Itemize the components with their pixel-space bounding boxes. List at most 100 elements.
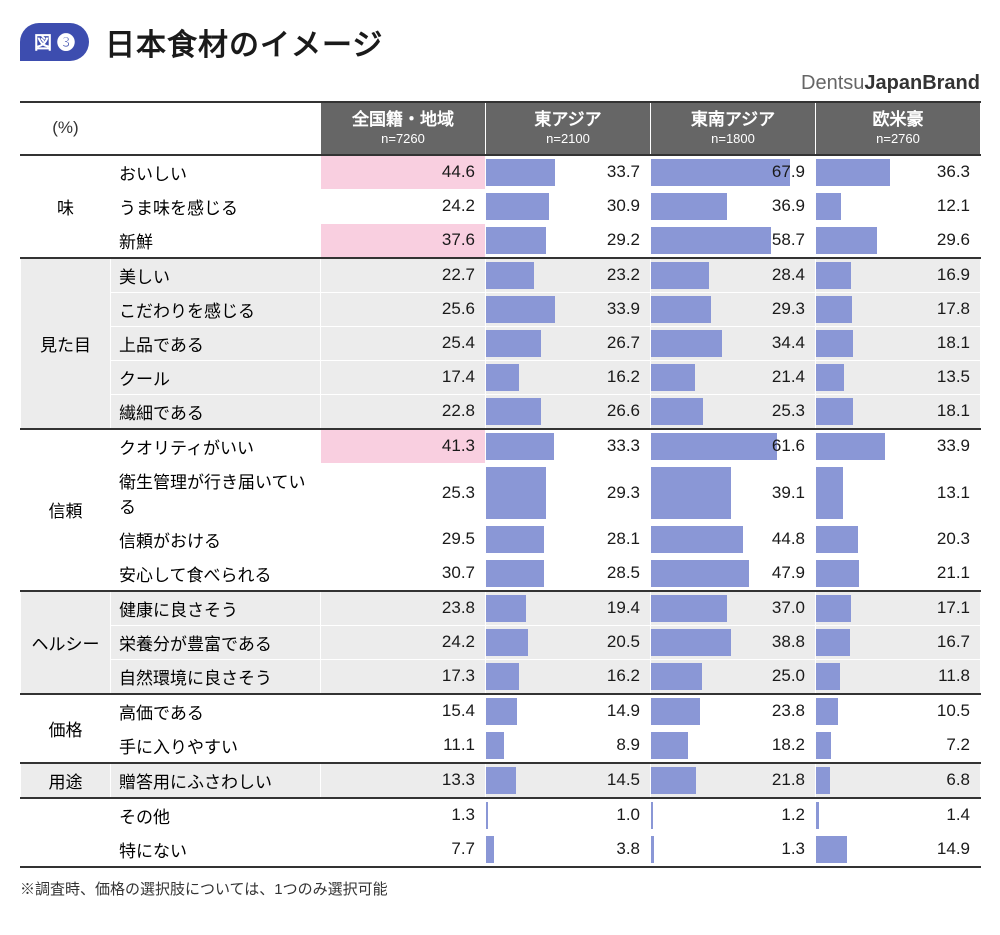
bar [486,698,517,725]
value-cell: 1.3 [321,798,486,833]
value-cell: 29.2 [486,223,651,258]
item-cell: クール [111,360,321,394]
value-text: 30.9 [607,196,640,216]
value-cell: 7.2 [816,728,981,763]
value-cell: 13.3 [321,763,486,798]
table-row: ヘルシー健康に良さそう23.819.437.017.1 [21,591,981,626]
region-header-se-asia: 東南アジア n=1800 [651,102,816,155]
value-cell: 39.1 [651,463,816,522]
value-text: 25.6 [442,299,475,319]
item-cell: 栄養分が豊富である [111,625,321,659]
category-cell: 信頼 [21,429,111,591]
bar [651,262,709,289]
value-cell: 1.4 [816,798,981,833]
item-cell: うま味を感じる [111,189,321,223]
value-cell: 16.9 [816,258,981,293]
value-text: 25.3 [772,401,805,421]
bar [486,836,494,863]
value-cell: 33.9 [486,292,651,326]
value-cell: 29.5 [321,522,486,556]
bar [816,560,859,587]
value-text: 67.9 [772,162,805,182]
item-cell: おいしい [111,155,321,190]
value-cell: 18.1 [816,326,981,360]
bar [486,732,504,759]
value-cell: 21.1 [816,556,981,591]
value-text: 1.4 [946,805,970,825]
value-cell: 10.5 [816,694,981,729]
bar [816,467,843,519]
bar [486,159,555,186]
value-text: 25.3 [442,483,475,503]
bar [651,836,654,863]
value-text: 3.8 [616,839,640,859]
value-text: 44.8 [772,529,805,549]
value-text: 29.5 [442,529,475,549]
value-cell: 16.2 [486,659,651,694]
value-text: 17.8 [937,299,970,319]
value-cell: 36.9 [651,189,816,223]
value-cell: 25.0 [651,659,816,694]
value-cell: 25.3 [651,394,816,429]
bar [816,330,853,357]
value-text: 21.1 [937,563,970,583]
value-text: 36.9 [772,196,805,216]
table-row: 上品である25.426.734.418.1 [21,326,981,360]
value-text: 21.8 [772,770,805,790]
table-row: 味おいしい44.633.767.936.3 [21,155,981,190]
percent-header: (%) [21,102,111,155]
value-cell: 11.1 [321,728,486,763]
value-cell: 15.4 [321,694,486,729]
figure-badge: 図 ❸ [20,23,89,61]
bar [816,296,852,323]
value-cell: 20.3 [816,522,981,556]
value-text: 13.3 [442,770,475,790]
value-cell: 29.6 [816,223,981,258]
value-cell: 24.2 [321,189,486,223]
value-cell: 30.9 [486,189,651,223]
value-cell: 33.9 [816,429,981,464]
bar [486,433,554,460]
value-cell: 17.8 [816,292,981,326]
value-cell: 58.7 [651,223,816,258]
table-row: うま味を感じる24.230.936.912.1 [21,189,981,223]
bar [816,398,853,425]
value-text: 39.1 [772,483,805,503]
value-text: 25.0 [772,666,805,686]
bar [486,663,519,690]
table-row: 価格高価である15.414.923.810.5 [21,694,981,729]
value-text: 17.1 [937,598,970,618]
value-text: 23.8 [772,701,805,721]
value-cell: 18.1 [816,394,981,429]
table-header: (%) 全国籍・地域 n=7260 東アジア n=2100 東南アジア n=18… [21,102,981,155]
value-text: 1.0 [616,805,640,825]
value-cell: 25.4 [321,326,486,360]
category-cell [21,798,111,867]
value-cell: 24.2 [321,625,486,659]
value-cell: 6.8 [816,763,981,798]
value-cell: 25.6 [321,292,486,326]
bar [816,595,851,622]
value-text: 20.5 [607,632,640,652]
value-text: 18.2 [772,735,805,755]
value-cell: 36.3 [816,155,981,190]
value-text: 16.7 [937,632,970,652]
value-text: 17.3 [442,666,475,686]
value-text: 7.2 [946,735,970,755]
value-cell: 29.3 [486,463,651,522]
brand-label: DentsuJapanBrand [20,72,980,95]
value-cell: 16.7 [816,625,981,659]
value-cell: 67.9 [651,155,816,190]
table-row: 手に入りやすい11.18.918.27.2 [21,728,981,763]
value-text: 7.7 [451,839,475,859]
table-row: 特にない7.73.81.314.9 [21,832,981,867]
value-cell: 44.8 [651,522,816,556]
value-text: 37.6 [442,230,475,250]
bar [816,433,885,460]
value-text: 33.9 [937,436,970,456]
value-cell: 34.4 [651,326,816,360]
item-cell: 贈答用にふさわしい [111,763,321,798]
table-row: 自然環境に良さそう17.316.225.011.8 [21,659,981,694]
table-row: クール17.416.221.413.5 [21,360,981,394]
footnote: ※調査時、価格の選択肢については、1つのみ選択可能 [20,878,980,899]
